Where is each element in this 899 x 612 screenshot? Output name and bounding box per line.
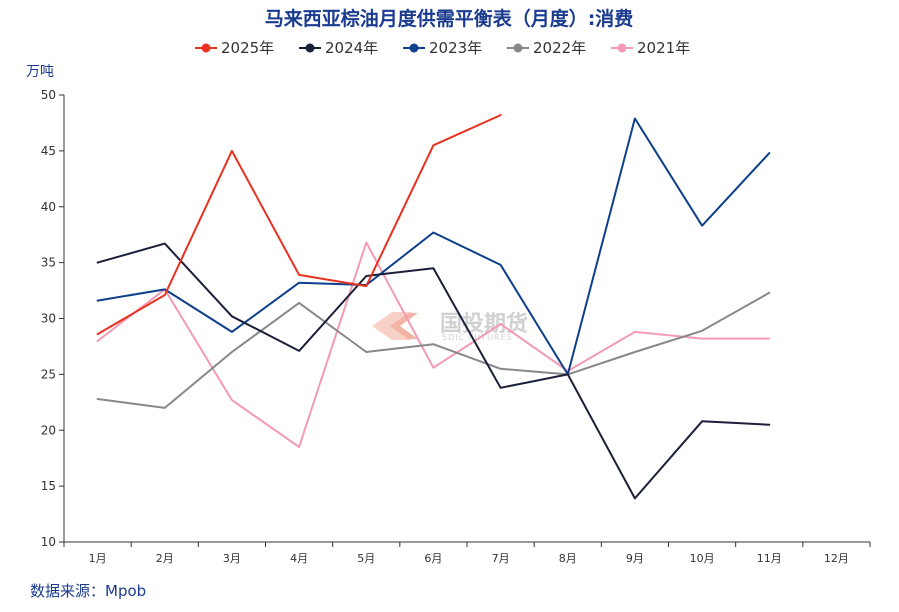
y-axis-unit: 万吨 [26,64,54,80]
legend-label: 2021年 [637,39,690,57]
y-tick-label: 20 [41,423,56,437]
legend-label: 2025年 [221,39,274,57]
legend-item: 2025年 [195,39,274,57]
x-tick-label: 8月 [559,552,577,565]
y-tick-label: 25 [41,367,56,381]
series-line-2023年 [96,117,771,376]
legend-item: 2023年 [403,39,482,57]
x-tick-label: 12月 [824,552,849,565]
y-tick-label: 50 [41,88,56,102]
x-tick-label: 4月 [290,552,308,565]
legend-marker [617,43,627,53]
legend-item: 2022年 [507,39,586,57]
series-line-2025年 [96,114,502,336]
y-tick-label: 30 [41,312,56,326]
legend-label: 2023年 [429,39,482,57]
x-tick-label: 3月 [223,552,241,565]
x-tick-label: 7月 [492,552,510,565]
legend-marker [409,43,419,53]
legend-item: 2024年 [299,39,378,57]
legend-marker [201,43,211,53]
series-line-2024年 [96,242,771,500]
y-tick-label: 45 [41,144,56,158]
watermark-logo [372,312,418,340]
data-source: 数据来源：Mpob [30,582,146,600]
x-tick-label: 11月 [757,552,782,565]
legend-label: 2024年 [325,39,378,57]
series-line-2021年 [96,241,771,448]
legend-item: 2021年 [611,39,690,57]
x-tick-label: 5月 [357,552,375,565]
watermark-subtext: SDIC FUTURES [442,333,513,342]
series-line-2022年 [96,291,771,409]
y-tick-label: 15 [41,479,56,493]
x-tick-label: 1月 [89,552,107,565]
watermark: 国投期货 SDIC FUTURES [372,311,528,342]
y-tick-label: 40 [41,200,56,214]
legend-marker [513,43,523,53]
legend: 2025年 2024年 2023年 2022年 2021年 [195,39,690,57]
chart-title: 马来西亚棕油月度供需平衡表（月度）:消费 [265,7,634,30]
y-tick-label: 10 [41,535,56,549]
legend-label: 2022年 [533,39,586,57]
y-tick-label: 35 [41,256,56,270]
x-tick-label: 2月 [156,552,174,565]
x-tick-label: 6月 [424,552,442,565]
legend-marker [305,43,315,53]
axes: 10 15 20 25 30 35 40 45 50 1月 2月 3月 4月 5月 6月 7月 8月 9月 10月 1… [41,88,871,565]
x-tick-label: 10月 [690,552,715,565]
series-lines [96,114,771,500]
x-tick-label: 9月 [626,552,644,565]
